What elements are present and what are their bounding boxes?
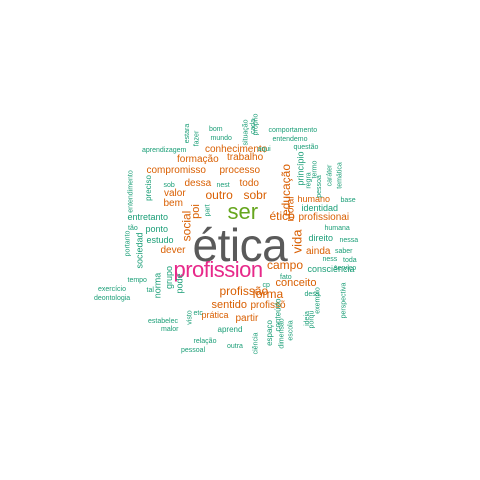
word-forma: forma [252,287,284,301]
word-regra: regra [305,171,313,189]
word-ciencia: ciência [252,332,260,354]
word-part: part [204,203,212,217]
word-tempo: tempo [127,276,147,284]
word-bom: bom [209,125,223,133]
word-etc: etc [193,309,203,317]
word-exemplo: exemplo [314,286,322,314]
word-ser: ser [227,199,259,224]
word-mundo: mundo [210,134,232,142]
word-identidad: identidad [301,202,339,213]
word-estudo: estudo [146,234,174,245]
word-outra: outra [227,342,243,350]
word-fazer: fazer [193,130,201,146]
word-humana: humana [324,224,350,232]
word-pessoa: pessoa [315,174,323,198]
word-proprio: próprio [252,113,260,135]
word-tao: tão [128,224,138,232]
word-preciso: preciso [143,175,153,201]
word-exercicio: exercício [98,285,127,293]
word-campo: campo [267,258,304,272]
word-humano: humano [297,193,331,204]
word-carater: caráter [326,164,334,186]
word-dever: dever [160,245,186,256]
word-formacao: formação [177,154,219,165]
word-ness: ness [322,255,338,263]
word-consciencia: consciência [307,263,355,274]
word-norma: norma [152,272,163,298]
word-portanto: portanto [124,230,132,256]
word-etico: ético [269,209,295,223]
word-valor: valor [164,188,186,199]
word-etica: ética [192,219,288,271]
word-nessa: nessa [339,236,359,244]
word-sobr: sobr [243,188,267,202]
word-situacao: situação [242,118,250,146]
word-malor: malor [161,325,179,333]
word-comportamento: comportamento [268,126,318,134]
word-principio: princípio [295,150,306,186]
word-pratica: prática [201,309,229,320]
word-dessa: dessa [184,178,212,189]
word-ideia: ideia [303,310,311,326]
word-entendemo: entendemo [272,135,308,143]
word-todo: todo [239,178,259,189]
word-tematica: temática [336,161,344,189]
word-deontologia: deontologia [94,294,131,302]
word-sob: sob [163,181,175,189]
word-toda: toda [343,256,357,264]
word-entretanto: entretanto [127,211,169,222]
word-escola: escola [287,319,295,341]
word-estabelec: estabelec [148,317,178,325]
word-ainda: ainda [306,246,331,257]
word-sentido: sentido [211,298,247,311]
word-questao: questão [293,143,319,151]
word-moral: moral [285,196,297,222]
word-aprend: aprend [217,325,243,334]
word-pode: pode [174,272,185,294]
word-vida: vida [289,229,305,253]
word-profissao: profissão [219,284,269,298]
word-poi: poi [189,203,202,219]
word-partir: partir [235,313,259,324]
word-direito: direito [308,232,334,243]
word-base: base [340,196,356,204]
word-nest: nest [216,181,230,189]
word-ponto: ponto [145,223,169,234]
word-grupo: grupo [163,265,174,289]
word-perspectiva: perspectiva [340,282,348,318]
word-outro: outro [205,188,233,202]
word-compromisso: compromisso [146,165,206,176]
word-fato: fato [280,273,292,281]
word-saber: saber [335,247,353,255]
word-profissionai: profissionai [298,212,350,223]
word-estara: estara [183,123,191,143]
word-processo: processo [219,165,261,176]
word-servico: serviço [334,264,357,272]
word-entendimento: entendimento [127,169,135,213]
word-profission: profission [173,257,264,282]
word-relacao: relação [193,337,217,345]
word-profisso: profissõ [250,300,286,311]
word-conhecimento: conhecimento [205,144,268,155]
word-sociedad: sociedad [134,231,145,269]
word-aqui: aqui [257,145,271,153]
word-dimensao: dimensão [278,317,286,349]
word-bem: bem [163,198,183,209]
word-trabalho: trabalho [227,152,264,163]
word-aprendizagem: aprendizagem [142,146,187,154]
word-tal: tal [146,286,154,294]
word-pessoal: pessoal [181,346,206,354]
word-cp: cp [262,281,270,289]
word-espaco: espaço [264,320,274,346]
word-conceito: conceito [275,276,317,289]
word-dess: dess [304,290,320,298]
